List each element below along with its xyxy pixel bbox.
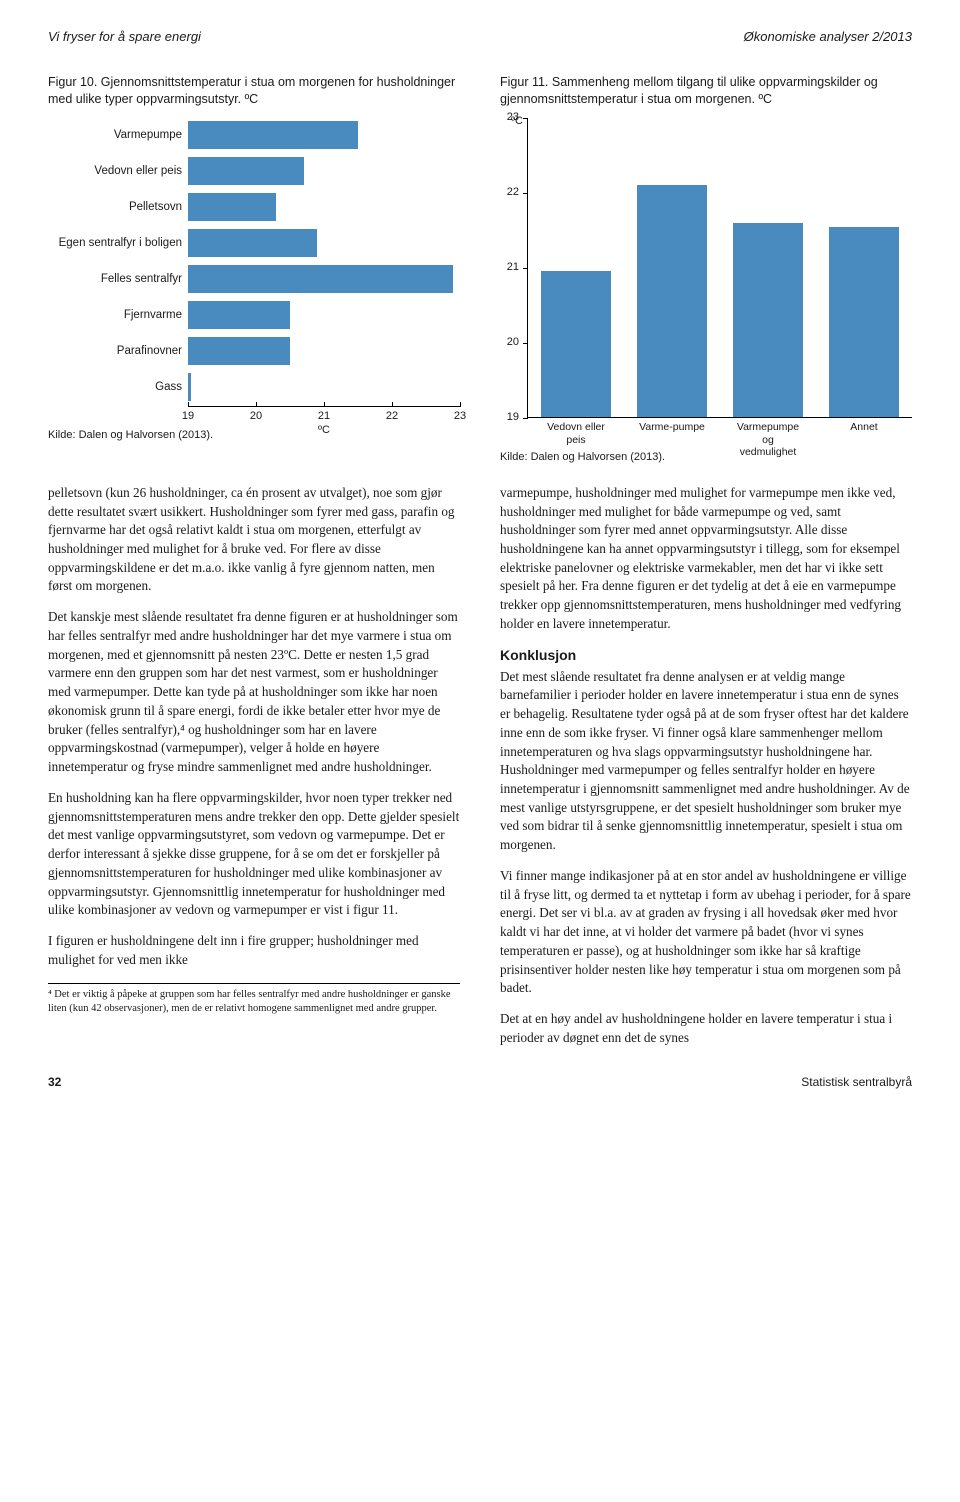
hbar-row: Felles sentralfyr	[48, 262, 460, 296]
page-footer: 32 Statistisk sentralbyrå	[48, 1074, 912, 1091]
vbar-bar	[637, 185, 706, 417]
header-right: Økonomiske analyser 2/2013	[744, 28, 912, 46]
running-header: Vi fryser for å spare energi Økonomiske …	[48, 28, 912, 46]
hbar-bar	[188, 301, 290, 329]
hbar-row: Parafinovner	[48, 334, 460, 368]
vbar-bar	[733, 223, 802, 417]
hbar-category-label: Felles sentralfyr	[48, 271, 188, 287]
figure-11: Figur 11. Sammenheng mellom tilgang til …	[500, 74, 912, 465]
body-paragraph: En husholdning kan ha flere oppvarmingsk…	[48, 789, 460, 920]
section-heading: Konklusjon	[500, 646, 912, 666]
hbar-bar	[188, 229, 317, 257]
hbar-track	[188, 334, 460, 368]
hbar-row: Varmepumpe	[48, 118, 460, 152]
axis-tick-label: 23	[507, 110, 519, 126]
hbar-x-axis: 1920212223ºC	[188, 406, 460, 436]
vbar-bar	[541, 271, 610, 417]
axis-tick-label: 22	[507, 185, 519, 201]
figure-11-source: Kilde: Dalen og Halvorsen (2013).	[500, 450, 912, 466]
hbar-track	[188, 190, 460, 224]
hbar-track	[188, 370, 460, 404]
hbar-category-label: Gass	[48, 379, 188, 395]
axis-unit-label: ºC	[318, 423, 330, 439]
body-paragraph: Det kanskje mest slående resultatet fra …	[48, 608, 460, 777]
hbar-category-label: Fjernvarme	[48, 307, 188, 323]
vbar-plot: Vedovn eller peisVarme-pumpeVarmepumpe o…	[528, 118, 912, 418]
hbar-row: Gass	[48, 370, 460, 404]
axis-tick-label: 23	[454, 409, 466, 425]
hbar-row: Fjernvarme	[48, 298, 460, 332]
hbar-category-label: Parafinovner	[48, 343, 188, 359]
body-paragraph: Det mest slående resultatet fra denne an…	[500, 668, 912, 855]
axis-tick-label: 20	[250, 409, 262, 425]
hbar-category-label: Varmepumpe	[48, 127, 188, 143]
vbar-category-label: Varme-pumpe	[637, 421, 707, 434]
hbar-row: Egen sentralfyr i boligen	[48, 226, 460, 260]
figure-10-title: Figur 10. Gjennomsnittstemperatur i stua…	[48, 74, 460, 108]
publisher: Statistisk sentralbyrå	[801, 1074, 912, 1091]
axis-tick-label: 19	[182, 409, 194, 425]
hbar-track	[188, 226, 460, 260]
body-paragraph: Det at en høy andel av husholdningene ho…	[500, 1010, 912, 1047]
left-column: pelletsovn (kun 26 husholdninger, ca én …	[48, 484, 460, 1060]
right-column: varmepumpe, husholdninger med mulighet f…	[500, 484, 912, 1060]
figure-11-title: Figur 11. Sammenheng mellom tilgang til …	[500, 74, 912, 108]
body-paragraph: pelletsovn (kun 26 husholdninger, ca én …	[48, 484, 460, 596]
hbar-row: Pelletsovn	[48, 190, 460, 224]
vbar-category-label: Annet	[829, 421, 899, 434]
hbar-bar	[188, 157, 304, 185]
header-left: Vi fryser for å spare energi	[48, 28, 201, 46]
figure-11-chart: ºC1920212223Vedovn eller peisVarme-pumpe…	[500, 118, 912, 418]
hbar-track	[188, 298, 460, 332]
figures-row: Figur 10. Gjennomsnittstemperatur i stua…	[48, 74, 912, 465]
vbar-y-axis: ºC1920212223	[500, 118, 528, 418]
axis-tick-label: 21	[507, 260, 519, 276]
vbar-category-label: Vedovn eller peis	[541, 421, 611, 446]
figure-10: Figur 10. Gjennomsnittstemperatur i stua…	[48, 74, 460, 465]
axis-tick-label: 20	[507, 335, 519, 351]
axis-tick-label: 19	[507, 410, 519, 426]
body-paragraph: I figuren er husholdningene delt inn i f…	[48, 932, 460, 969]
hbar-category-label: Egen sentralfyr i boligen	[48, 235, 188, 251]
body-paragraph: varmepumpe, husholdninger med mulighet f…	[500, 484, 912, 634]
hbar-bar	[188, 373, 191, 401]
hbar-bar	[188, 121, 358, 149]
hbar-row: Vedovn eller peis	[48, 154, 460, 188]
hbar-category-label: Vedovn eller peis	[48, 163, 188, 179]
figure-10-chart: Varmepumpe Vedovn eller peis Pelletsovn Ege…	[48, 118, 460, 418]
hbar-track	[188, 154, 460, 188]
page-number: 32	[48, 1074, 61, 1091]
hbar-category-label: Pelletsovn	[48, 199, 188, 215]
body-columns: pelletsovn (kun 26 husholdninger, ca én …	[48, 484, 912, 1060]
hbar-bar	[188, 265, 453, 293]
axis-tick-label: 22	[386, 409, 398, 425]
hbar-track	[188, 262, 460, 296]
hbar-bar	[188, 337, 290, 365]
body-paragraph: Vi finner mange indikasjoner på at en st…	[500, 867, 912, 998]
footnote-4: ⁴ Det er viktig å påpeke at gruppen som …	[48, 983, 460, 1015]
vbar-bar	[829, 227, 898, 418]
vbar-category-label: Varmepumpe og vedmulighet	[733, 421, 803, 459]
hbar-bar	[188, 193, 276, 221]
hbar-track	[188, 118, 460, 152]
